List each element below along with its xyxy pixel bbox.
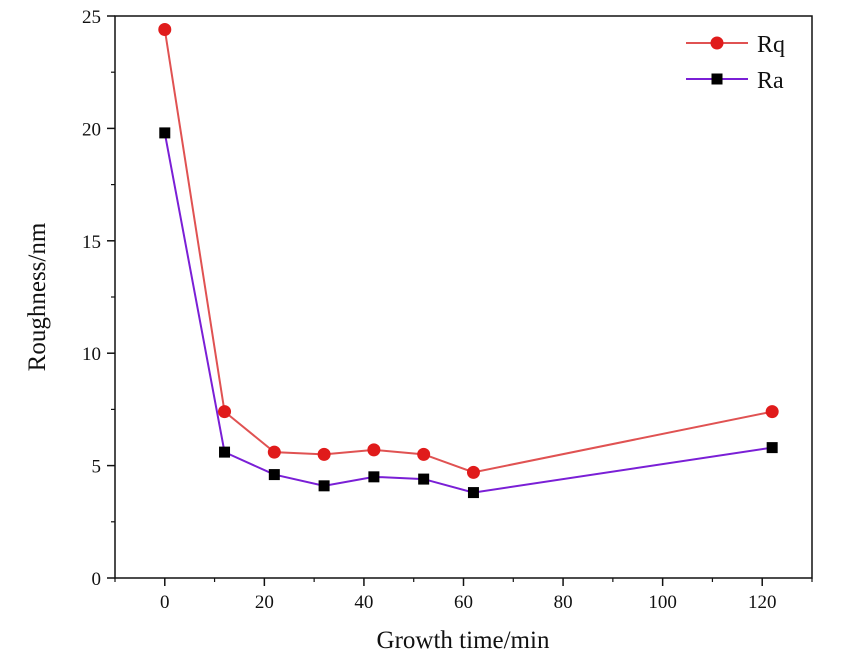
x-axis-ticks: 0 20 40 60 80 100 120 <box>114 578 813 613</box>
x-tick-label: 100 <box>648 592 677 613</box>
legend-label-ra: Ra <box>757 68 784 94</box>
x-axis-title: Growth time/min <box>377 627 550 654</box>
legend-marker-ra <box>711 73 723 85</box>
data-point-rq <box>367 443 381 457</box>
data-point-ra <box>418 473 430 485</box>
data-point-rq <box>317 447 331 461</box>
y-tick-label: 5 <box>92 457 102 478</box>
y-axis-ticks: 0 5 10 15 20 25 <box>82 7 115 590</box>
data-point-ra <box>268 469 280 481</box>
series-line-ra <box>163 132 773 494</box>
y-axis-title: Roughness/nm <box>24 222 51 371</box>
data-point-rq <box>466 465 480 479</box>
data-point-ra <box>318 480 330 492</box>
data-point-ra <box>467 487 479 499</box>
data-point-rq <box>267 445 281 459</box>
data-point-rq <box>158 22 172 36</box>
y-tick-label: 25 <box>82 7 101 28</box>
data-point-ra <box>159 127 171 139</box>
x-tick-label: 80 <box>554 592 573 613</box>
x-tick-label: 60 <box>454 592 473 613</box>
y-tick-label: 20 <box>82 119 101 140</box>
y-tick-label: 0 <box>92 569 102 590</box>
data-point-rq <box>218 405 232 419</box>
x-tick-label: 20 <box>255 592 274 613</box>
x-tick-label: 40 <box>354 592 373 613</box>
data-point-rq <box>417 447 431 461</box>
series-line-rq <box>163 29 773 474</box>
x-tick-label: 0 <box>160 592 170 613</box>
y-tick-label: 15 <box>82 232 101 253</box>
data-point-rq <box>765 405 779 419</box>
series-layer <box>158 22 779 499</box>
data-point-ra <box>766 442 778 454</box>
legend: Rq Ra <box>686 32 785 94</box>
data-point-ra <box>219 446 231 458</box>
legend-label-rq: Rq <box>757 32 785 58</box>
x-tick-label: 120 <box>748 592 777 613</box>
legend-marker-rq <box>710 36 724 50</box>
plot-frame <box>114 15 813 579</box>
y-tick-label: 10 <box>82 344 101 365</box>
data-point-ra <box>368 471 380 483</box>
